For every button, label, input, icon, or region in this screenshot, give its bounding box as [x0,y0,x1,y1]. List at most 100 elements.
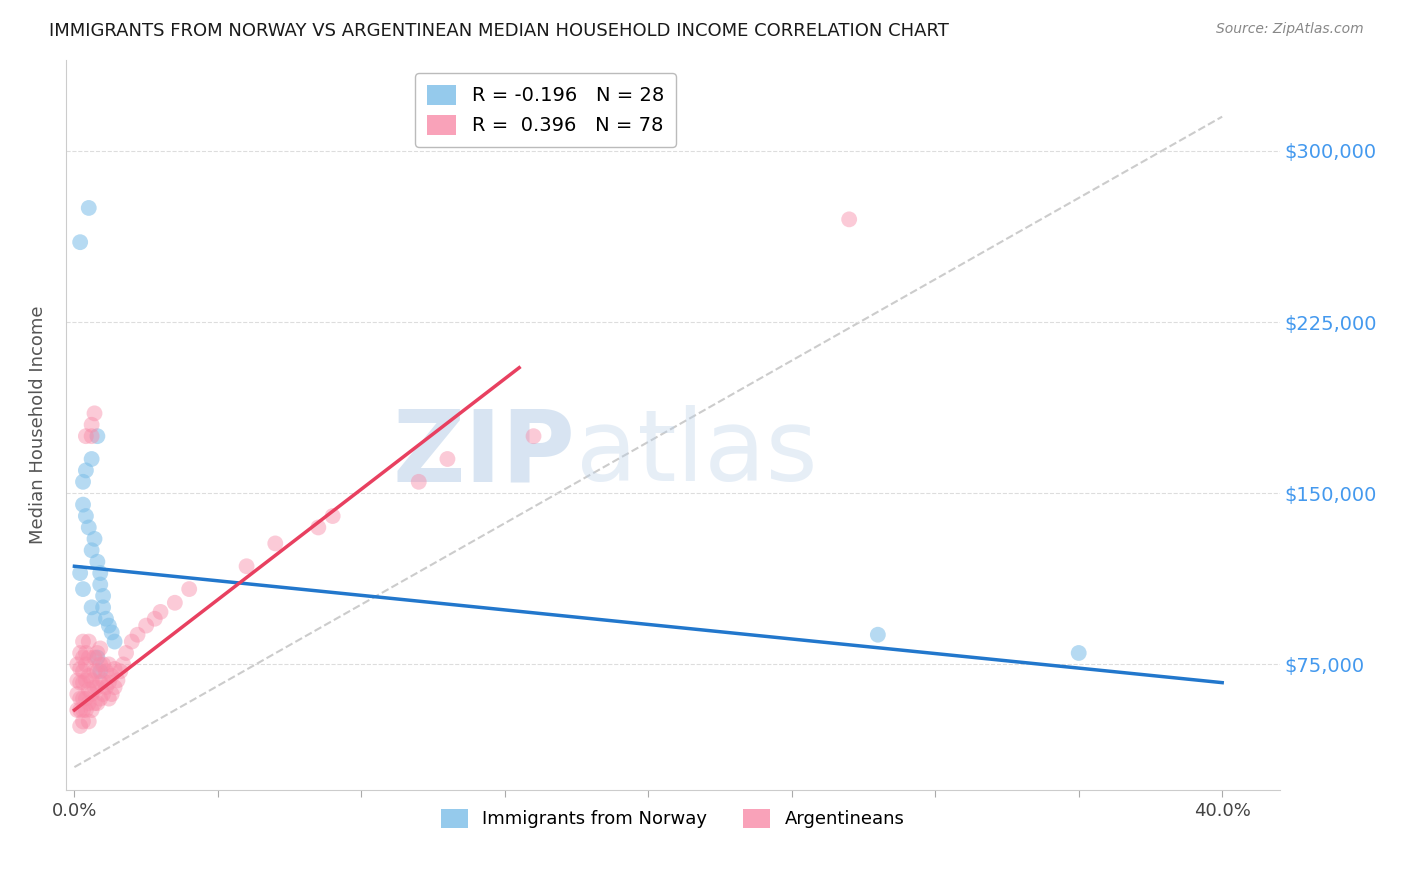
Point [77,714,100,729]
Point [83,696,105,710]
Point [97,675,120,690]
Point [115,646,138,660]
Point [69,566,91,580]
Point [80,543,103,558]
Point [66,703,89,717]
Point [77,520,100,534]
Point [75,691,97,706]
Point [80,600,103,615]
Text: atlas: atlas [575,406,817,502]
Point [104,634,127,648]
Point [97,691,120,706]
Point [86,696,108,710]
Point [264,536,287,550]
Point [100,687,122,701]
Point [66,657,89,672]
Point [83,406,105,420]
Point [77,634,100,648]
Point [307,520,329,534]
Point [69,646,91,660]
Point [75,673,97,688]
Point [121,634,143,648]
Point [72,475,94,489]
Point [94,680,117,694]
Point [72,665,94,679]
Point [80,687,103,701]
Text: ZIP: ZIP [392,406,575,502]
Point [75,646,97,660]
Point [408,475,430,489]
Point [838,212,860,227]
Point [80,673,103,688]
Point [97,657,120,672]
Point [80,429,103,443]
Point [97,618,120,632]
Y-axis label: Median Household Income: Median Household Income [30,305,46,544]
Point [89,665,111,679]
Point [143,612,166,626]
Point [77,669,100,683]
Point [91,673,114,688]
Point [322,509,344,524]
Point [91,589,114,603]
Point [66,687,89,701]
Point [235,559,257,574]
Point [1067,646,1090,660]
Point [100,625,122,640]
Point [80,703,103,717]
Point [94,665,117,679]
Point [135,618,157,632]
Point [80,452,103,467]
Point [107,673,129,688]
Legend: Immigrants from Norway, Argentineans: Immigrants from Norway, Argentineans [433,802,912,836]
Point [69,235,91,250]
Point [163,596,186,610]
Point [69,675,91,690]
Point [104,662,127,676]
Point [866,628,889,642]
Text: Source: ZipAtlas.com: Source: ZipAtlas.com [1216,22,1364,37]
Point [127,628,149,642]
Point [83,650,105,665]
Point [100,669,122,683]
Point [72,691,94,706]
Point [89,577,111,591]
Point [75,429,97,443]
Text: IMMIGRANTS FROM NORWAY VS ARGENTINEAN MEDIAN HOUSEHOLD INCOME CORRELATION CHART: IMMIGRANTS FROM NORWAY VS ARGENTINEAN ME… [49,22,949,40]
Point [69,703,91,717]
Point [72,498,94,512]
Point [86,429,108,443]
Point [94,612,117,626]
Point [75,657,97,672]
Point [104,680,127,694]
Point [72,703,94,717]
Point [89,641,111,656]
Point [72,582,94,596]
Point [89,691,111,706]
Point [69,662,91,676]
Point [179,582,201,596]
Point [72,675,94,690]
Point [522,429,544,443]
Point [75,703,97,717]
Point [75,509,97,524]
Point [77,650,100,665]
Point [86,646,108,660]
Point [80,417,103,432]
Point [86,555,108,569]
Point [112,657,135,672]
Point [83,665,105,679]
Point [91,600,114,615]
Point [72,714,94,729]
Point [77,696,100,710]
Point [83,680,105,694]
Point [83,532,105,546]
Point [89,675,111,690]
Point [110,665,132,679]
Point [89,657,111,672]
Point [83,612,105,626]
Point [69,719,91,733]
Point [149,605,172,619]
Point [77,682,100,697]
Point [86,680,108,694]
